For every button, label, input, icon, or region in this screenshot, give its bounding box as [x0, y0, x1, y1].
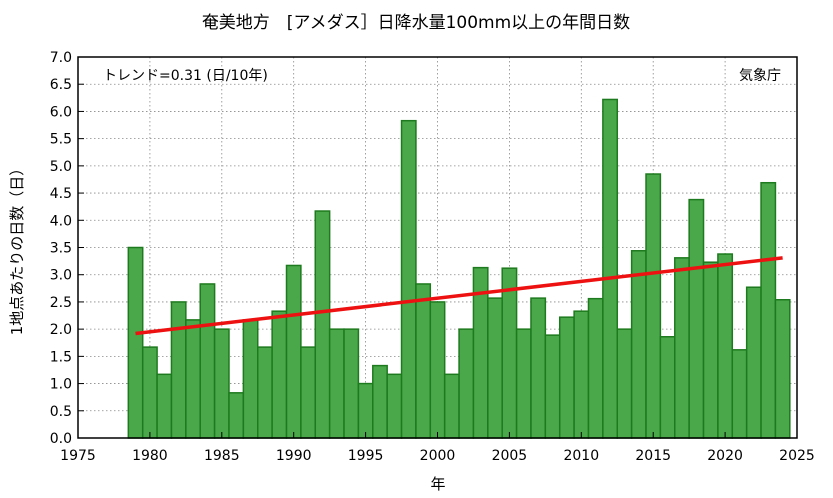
- bar-1980: [141, 346, 158, 439]
- bar-1990: [285, 264, 302, 439]
- bar-2015: [645, 173, 662, 439]
- bar-2021: [731, 349, 748, 439]
- x-tick-label: 1985: [204, 448, 240, 464]
- bar-2007: [530, 297, 547, 439]
- y-tick-label: 7.0: [50, 50, 72, 66]
- bar-2004: [487, 297, 503, 439]
- chart-title: 奄美地方 [アメダス］日降水量100mm以上の年間日数: [202, 13, 630, 33]
- y-tick-label: 2.0: [50, 322, 72, 338]
- bar-1981: [156, 373, 173, 439]
- bar-1979: [127, 246, 144, 439]
- bar-2012: [602, 98, 618, 439]
- x-tick-label: 1990: [276, 448, 312, 464]
- bar-1983: [185, 319, 201, 439]
- x-tick-label: 2000: [420, 448, 456, 464]
- bar-2016: [659, 336, 676, 439]
- bar-2020: [717, 253, 734, 439]
- y-tick-label: 3.0: [50, 268, 72, 284]
- y-tick-label: 0.5: [50, 404, 72, 420]
- bar-1987: [242, 319, 259, 439]
- bar-2011: [587, 297, 604, 439]
- bar-2005: [501, 267, 518, 439]
- bar-1989: [271, 310, 288, 439]
- y-tick-label: 4.5: [50, 186, 72, 202]
- y-tick-label: 5.0: [50, 159, 72, 175]
- trend-line: [135, 256, 783, 336]
- bar-1995: [357, 382, 374, 439]
- y-tick-label: 3.5: [50, 241, 72, 257]
- y-tick-label: 2.5: [50, 295, 72, 311]
- y-tick-label: 6.5: [50, 77, 72, 93]
- bar-2000: [429, 301, 446, 439]
- bar-1991: [300, 346, 317, 439]
- source-label: 気象庁: [739, 68, 781, 84]
- bar-2010: [573, 310, 590, 439]
- bar-2013: [616, 328, 633, 439]
- bar-2001: [443, 373, 460, 439]
- y-tick-label: 1.0: [50, 377, 72, 393]
- y-tick-label: 6.0: [50, 104, 72, 120]
- y-tick-label: 1.5: [50, 349, 72, 365]
- bar-2017: [674, 257, 690, 439]
- bar-1997: [386, 373, 403, 439]
- x-tick-label: 1975: [60, 448, 96, 464]
- bar-2008: [544, 334, 561, 439]
- bar-1985: [213, 328, 230, 439]
- x-axis: 1975 1980 1985 1990 1995 2000 2005 2010 2015 2020…: [60, 432, 815, 464]
- x-tick-label: 2010: [563, 448, 599, 464]
- bar-2022: [745, 286, 762, 439]
- bar-2024: [774, 299, 791, 439]
- bar-2014: [630, 250, 647, 439]
- bar-1994: [343, 328, 360, 439]
- bar-1999: [415, 283, 432, 439]
- bar-1982: [170, 301, 187, 439]
- x-tick-label: 1995: [348, 448, 384, 464]
- bar-2019: [702, 261, 719, 439]
- trend-layer: [135, 256, 783, 336]
- bar-1996: [372, 364, 388, 439]
- bar-2023: [760, 181, 777, 439]
- y-axis: 0.0 0.5 1.0 1.5 2.0 2.5 3.0 3.5 4.0 4.5 5.0 5.5 6.0 6…: [50, 50, 84, 447]
- bar-1988: [257, 346, 273, 439]
- x-tick-label: 2020: [707, 448, 743, 464]
- x-tick-label: 2015: [635, 448, 671, 464]
- bar-1998: [400, 119, 417, 439]
- bar-2002: [458, 328, 475, 439]
- y-axis-label: 1地点あたりの日数（日）: [8, 161, 26, 336]
- bar-2018: [688, 198, 705, 439]
- y-tick-label: 5.5: [50, 132, 72, 148]
- bar-1992: [314, 210, 331, 439]
- y-tick-label: 4.0: [50, 213, 72, 229]
- x-tick-label: 2025: [779, 448, 815, 464]
- bar-1993: [328, 328, 345, 439]
- bar-2006: [515, 328, 532, 439]
- bar-2009: [558, 316, 575, 439]
- x-tick-label: 2005: [492, 448, 528, 464]
- bar-1984: [199, 283, 216, 439]
- x-tick-label: 1980: [132, 448, 168, 464]
- y-tick-label: 0.0: [50, 431, 72, 447]
- trend-annotation: トレンド=0.31 (日/10年): [103, 68, 268, 84]
- bar-1986: [228, 392, 245, 439]
- x-axis-label: 年: [430, 475, 445, 493]
